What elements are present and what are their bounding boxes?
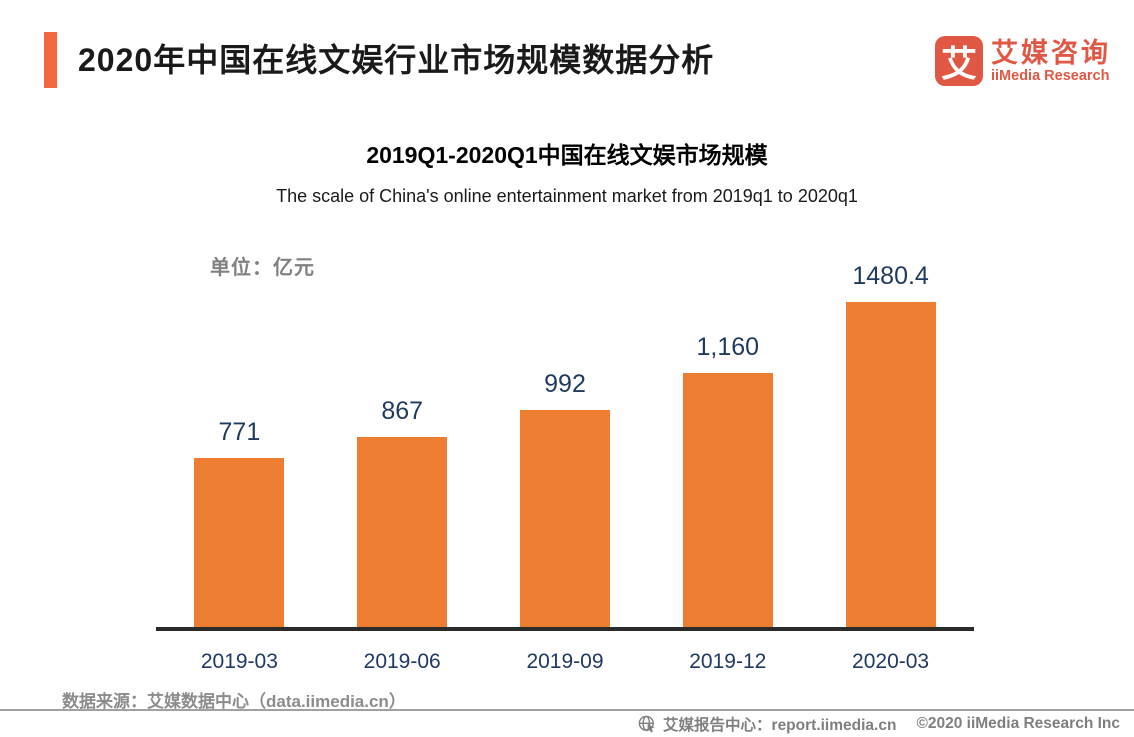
chart-title: 2019Q1-2020Q1中国在线文娱市场规模 bbox=[366, 142, 768, 168]
bar-2019-09 bbox=[520, 410, 610, 628]
x-axis-tick-label: 2019-03 bbox=[200, 650, 278, 673]
bar-2019-06 bbox=[357, 437, 448, 628]
iimedia-logo: 艾 艾媒咨询 iiMedia Research bbox=[935, 36, 1111, 86]
bar-2019-12 bbox=[682, 373, 773, 628]
x-axis-tick-label: 2019-09 bbox=[526, 650, 604, 673]
logo-text: 艾媒咨询 iiMedia Research bbox=[991, 38, 1111, 85]
x-axis-tick-labels: 2019-03 2019-06 2019-09 2019-12 2020-03 bbox=[158, 648, 972, 678]
bar-2019-03 bbox=[194, 458, 285, 628]
data-source-note: 数据来源：艾媒数据中心（data.iimedia.cn） bbox=[62, 692, 406, 711]
bar-value-label: 867 bbox=[381, 397, 424, 425]
footer-site-label: 艾媒报告中心：report.iimedia.cn bbox=[663, 717, 897, 734]
globe-icon bbox=[638, 715, 655, 733]
footer-copyright: ©2020 iiMedia Research Inc bbox=[916, 715, 1120, 732]
unit-label: 单位：亿元 bbox=[210, 257, 315, 279]
x-axis-tick-label: 2019-06 bbox=[363, 650, 441, 673]
logo-name-cn: 艾媒咨询 bbox=[991, 37, 1111, 68]
x-axis-tick-label: 2020-03 bbox=[852, 650, 930, 673]
bar-value-label: 1,160 bbox=[696, 333, 760, 361]
bar-2020-03 bbox=[845, 302, 936, 628]
bar-chart-plot-area: 771 867 992 1,160 1480.4 bbox=[158, 262, 972, 628]
bar-value-label: 1480.4 bbox=[852, 262, 929, 290]
footer: 艾媒报告中心：report.iimedia.cn ©2020 iiMedia R… bbox=[638, 713, 1120, 735]
bar-value-label: 771 bbox=[218, 418, 261, 446]
chart-subtitle: The scale of China's online entertainmen… bbox=[276, 186, 858, 206]
logo-name-en: iiMedia Research bbox=[991, 67, 1110, 84]
logo-glyph: 艾 bbox=[940, 43, 977, 84]
footer-divider-line bbox=[0, 709, 1134, 711]
x-axis-line bbox=[156, 627, 974, 631]
iimedia-logo-icon: 艾 bbox=[935, 36, 983, 86]
page-title: 2020年中国在线文娱行业市场规模数据分析 bbox=[78, 42, 715, 78]
title-accent-bar bbox=[44, 32, 57, 88]
x-axis-tick-label: 2019-12 bbox=[689, 650, 767, 673]
bar-value-label: 992 bbox=[544, 370, 586, 398]
